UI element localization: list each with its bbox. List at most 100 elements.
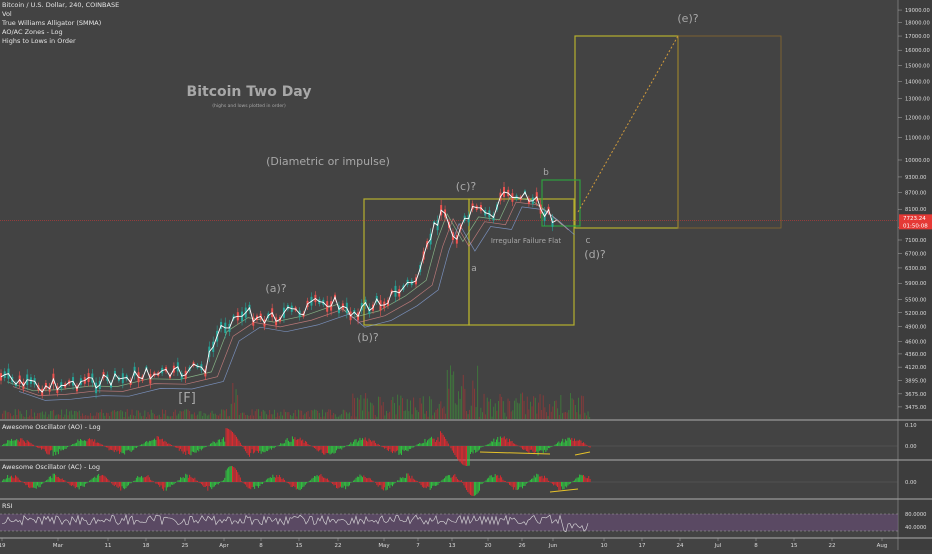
ao-bar: [397, 446, 398, 450]
volume-bar: [90, 413, 91, 419]
ao-bar: [272, 446, 273, 448]
ac-bar: [218, 482, 219, 484]
ac-bar: [158, 482, 159, 485]
ac-bar: [256, 482, 257, 486]
ao-bar: [204, 446, 205, 448]
ac-bar: [202, 482, 203, 485]
volume-bar: [372, 403, 373, 419]
ao-bar: [124, 446, 125, 454]
volume-bar: [79, 411, 80, 419]
ac-bar: [230, 466, 231, 482]
ac-bar: [331, 482, 332, 483]
price-tick-label: 17000.00: [905, 34, 930, 40]
ao-bar: [122, 446, 123, 453]
ao-bar: [460, 446, 461, 462]
ac-bar: [523, 482, 524, 486]
ao-bar: [7, 440, 8, 446]
volume-bar: [71, 410, 72, 419]
ac-bar: [477, 482, 478, 494]
volume-bar: [282, 416, 283, 419]
volume-bar: [298, 410, 299, 419]
volume-bar: [589, 417, 590, 419]
ac-bar: [456, 477, 457, 482]
volume-bar: [540, 394, 541, 419]
ao-bar: [568, 438, 569, 446]
ao-bar: [217, 442, 218, 446]
ao-bar: [109, 446, 110, 450]
ao-bar: [142, 444, 143, 446]
ac-bar: [105, 476, 106, 482]
legend-symbol[interactable]: Bitcoin / U.S. Dollar, 240, COINBASE: [2, 1, 119, 10]
ao-bar: [10, 441, 11, 446]
volume-bar: [159, 415, 160, 419]
volume-bar: [189, 411, 190, 419]
ac-bar: [180, 477, 181, 482]
ac-bar: [521, 482, 522, 487]
ao-bar: [96, 443, 97, 446]
ac-bar: [501, 477, 502, 482]
rsi-pane-label[interactable]: RSI: [2, 502, 13, 510]
ac-pane-label[interactable]: Awesome Oscillator (AC) - Log: [2, 463, 100, 471]
ao-bar: [246, 446, 247, 453]
volume-bar: [444, 407, 445, 419]
ao-bar: [170, 444, 171, 446]
ac-bar: [406, 473, 407, 482]
volume-bar: [26, 410, 27, 419]
ao-bar: [418, 444, 419, 446]
price-tick-label: 9300.00: [905, 175, 926, 181]
volume-bar: [554, 401, 555, 419]
ao-bar: [180, 446, 181, 449]
legend-ao-ac-zones[interactable]: AO/AC Zones - Log: [2, 28, 119, 37]
ac-bar: [555, 482, 556, 485]
ac-bar: [382, 482, 383, 489]
indicator-legend: Bitcoin / U.S. Dollar, 240, COINBASE Vol…: [2, 1, 119, 46]
legend-highs-lows[interactable]: Highs to Lows in Order: [2, 37, 119, 46]
ao-bar: [422, 443, 423, 446]
ao-bar: [154, 439, 155, 446]
ac-bar: [148, 475, 149, 482]
ac-bar: [22, 481, 23, 482]
ao-bar: [393, 446, 394, 451]
ao-bar: [153, 440, 154, 446]
volume-bar: [106, 413, 107, 419]
ac-bar: [248, 482, 249, 488]
volume-bar: [31, 409, 32, 419]
ao-bar: [228, 429, 229, 446]
ao-bar: [531, 446, 532, 450]
ac-bar: [553, 482, 554, 485]
ao-bar: [317, 446, 318, 450]
ac-bar: [439, 482, 440, 483]
ao-bar: [19, 442, 20, 446]
volume-bar: [213, 414, 214, 419]
ao-bar: [133, 446, 134, 450]
volume-bar: [370, 402, 371, 419]
volume-bar: [578, 398, 579, 419]
ao-bar: [136, 446, 137, 448]
time-tick-label: Jun: [548, 543, 558, 549]
ao-bar: [241, 445, 242, 446]
volume-bar: [266, 414, 267, 419]
ac-bar: [170, 482, 171, 487]
volume-bar: [412, 414, 413, 419]
volume-bar: [512, 410, 513, 419]
price-tick-label: 18000.00: [905, 21, 930, 27]
ao-bar: [540, 446, 541, 450]
volume-bar: [548, 416, 549, 419]
ao-bar: [495, 442, 496, 446]
ao-bar: [493, 439, 494, 446]
ac-bar: [561, 482, 562, 486]
ao-bar: [110, 446, 111, 450]
legend-alligator[interactable]: True Williams Alligator (SMMA): [2, 19, 119, 28]
volume-bar: [399, 405, 400, 419]
volume-bar: [541, 410, 542, 419]
legend-vol[interactable]: Vol: [2, 10, 119, 19]
ac-bar: [20, 481, 21, 482]
ac-bar: [334, 482, 335, 485]
ao-bar: [261, 446, 262, 454]
ac-bar: [31, 482, 32, 488]
ao-bar: [280, 443, 281, 446]
ao-pane-label[interactable]: Awesome Oscillator (AO) - Log: [2, 423, 101, 431]
volume-bar: [250, 415, 251, 419]
volume-bar: [16, 415, 17, 419]
